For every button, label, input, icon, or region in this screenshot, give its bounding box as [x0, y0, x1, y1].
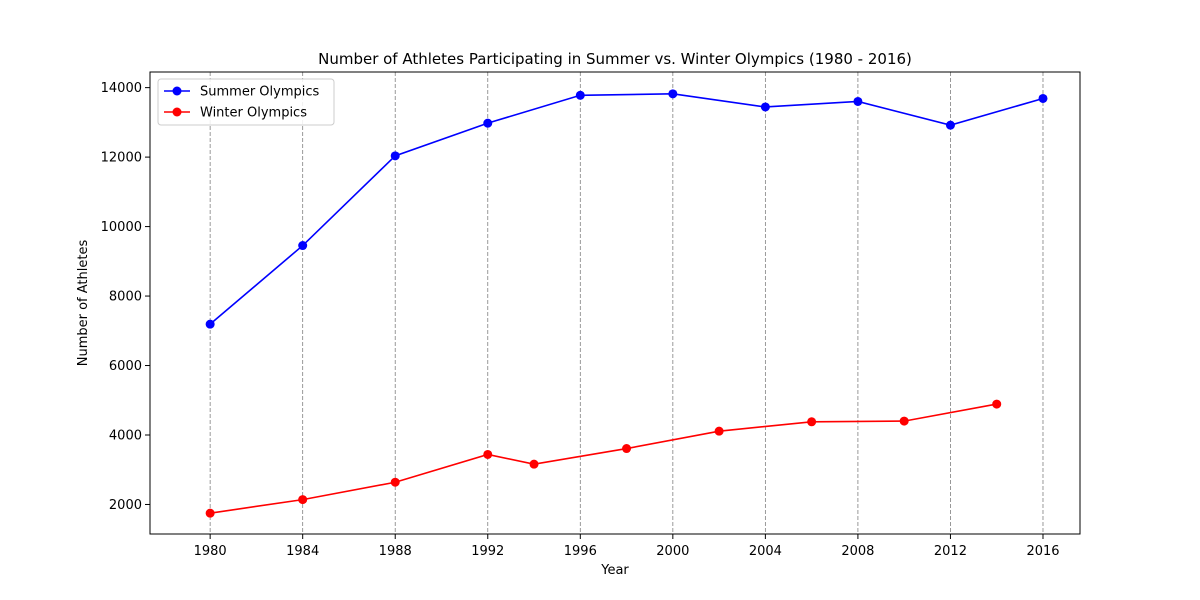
x-tick-label-2004: 2004 — [749, 544, 782, 559]
x-tick-label-2008: 2008 — [841, 544, 874, 559]
grid-lines — [209, 72, 1044, 534]
series-layer — [205, 89, 1048, 518]
legend: Summer Olympics Winter Olympics — [157, 78, 335, 126]
chart-title: Number of Athletes Participating in Summ… — [318, 50, 912, 68]
series-line-winter-olympics — [210, 403, 997, 514]
y-axis: 2000 4000 6000 8000 10000 12000 14000 — [101, 81, 150, 513]
data-point-winter-olympics-1992 — [483, 449, 493, 459]
data-point-summer-olympics-2016 — [1038, 93, 1048, 103]
data-point-summer-olympics-2004 — [760, 102, 770, 112]
data-point-summer-olympics-2000 — [668, 89, 678, 99]
y-axis-label: Number of Athletes — [76, 240, 91, 367]
y-tick-label-6000: 6000 — [109, 359, 142, 374]
legend-marker-summer-olympics — [172, 86, 182, 96]
legend-label-winter-olympics: Winter Olympics — [200, 106, 307, 121]
data-point-summer-olympics-2012 — [945, 120, 955, 130]
plot-area-frame — [149, 71, 1081, 535]
y-tick-label-14000: 14000 — [101, 81, 142, 96]
y-tick-label-4000: 4000 — [109, 429, 142, 444]
x-tick-label-1988: 1988 — [379, 544, 412, 559]
data-point-winter-olympics-1984 — [298, 495, 308, 505]
y-tick-label-12000: 12000 — [101, 151, 142, 166]
x-tick-label-1996: 1996 — [564, 544, 597, 559]
data-point-summer-olympics-1988 — [390, 151, 400, 161]
x-tick-label-2012: 2012 — [934, 544, 967, 559]
x-tick-label-1980: 1980 — [194, 544, 227, 559]
data-point-summer-olympics-1980 — [205, 319, 215, 329]
legend-marker-winter-olympics — [172, 107, 182, 117]
x-tick-label-1984: 1984 — [286, 544, 319, 559]
legend-box — [157, 78, 335, 126]
x-tick-label-2000: 2000 — [656, 544, 689, 559]
series-line-summer-olympics — [209, 93, 1044, 325]
data-point-winter-olympics-1998 — [622, 444, 632, 454]
data-point-summer-olympics-1992 — [483, 118, 493, 128]
data-point-summer-olympics-1996 — [575, 90, 585, 100]
x-axis: 1980 1984 1988 1992 1996 2000 2004 2008 2012 2016 — [194, 534, 1060, 559]
data-point-winter-olympics-2010 — [899, 416, 909, 426]
data-point-winter-olympics-1994 — [529, 459, 539, 469]
data-point-winter-olympics-1980 — [205, 508, 215, 518]
data-point-winter-olympics-1988 — [390, 477, 400, 487]
data-point-summer-olympics-1984 — [298, 241, 308, 251]
x-tick-label-2016: 2016 — [1026, 544, 1059, 559]
legend-label-summer-olympics: Summer Olympics — [200, 85, 320, 100]
data-point-summer-olympics-2008 — [853, 96, 863, 106]
data-point-winter-olympics-2014 — [992, 399, 1002, 409]
y-tick-label-8000: 8000 — [109, 290, 142, 305]
y-tick-label-2000: 2000 — [109, 498, 142, 513]
x-tick-label-1992: 1992 — [471, 544, 504, 559]
x-axis-label: Year — [600, 563, 629, 578]
data-point-winter-olympics-2002 — [714, 426, 724, 436]
data-point-winter-olympics-2006 — [807, 417, 817, 427]
y-tick-label-10000: 10000 — [101, 220, 142, 235]
